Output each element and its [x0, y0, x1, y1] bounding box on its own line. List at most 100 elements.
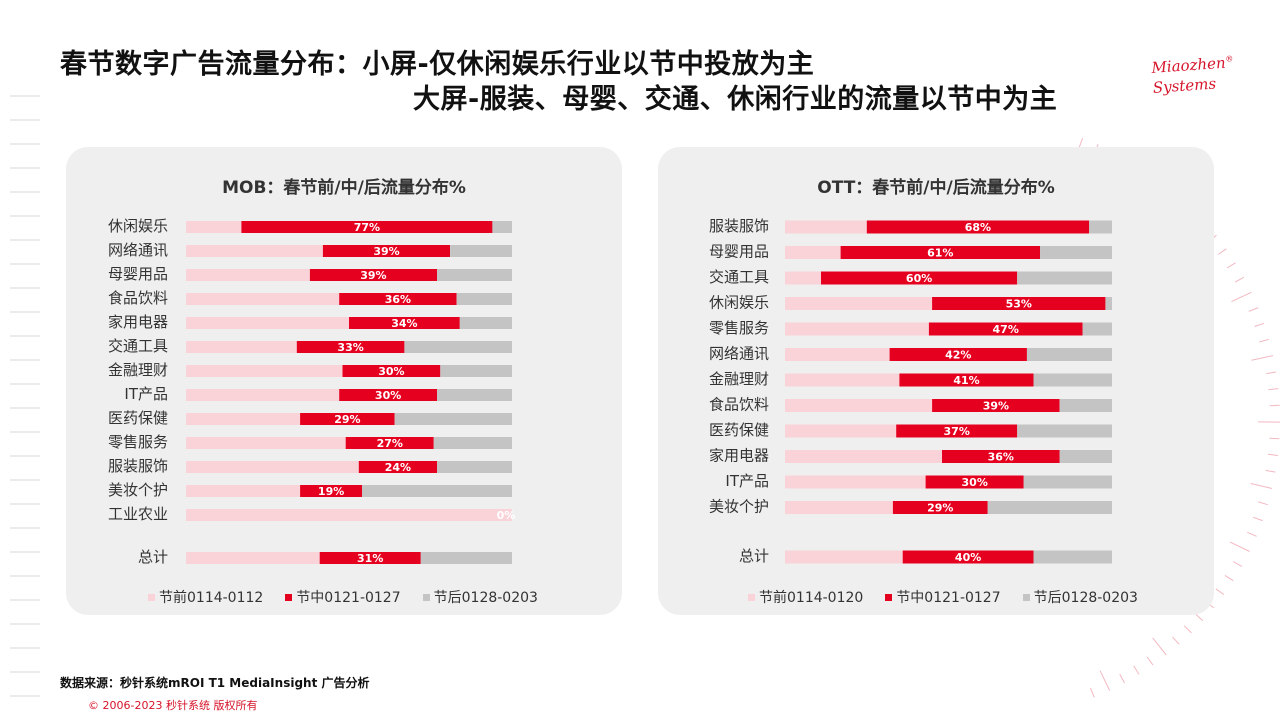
bar-segment-post-cat-7 — [437, 389, 512, 401]
bar-segment-mid-cat-3 — [339, 293, 457, 305]
data-label-mid-cat-8: 37% — [944, 425, 970, 438]
category-label-cat-11: 美妆个护 — [709, 498, 769, 516]
bar-segment-mid-total — [902, 550, 1034, 564]
bar-segment-post-cat-10 — [437, 461, 512, 473]
category-label-cat-9: 家用电器 — [709, 447, 769, 465]
data-label-mid-cat-8: 29% — [334, 413, 360, 426]
bar-segment-mid-total — [319, 552, 421, 564]
bar-segment-post-cat-9 — [1059, 450, 1112, 463]
decor-arc-tick — [1254, 322, 1265, 327]
legend-swatch-mid — [285, 593, 293, 601]
bar-segment-pre-total — [186, 552, 320, 564]
data-label-mid-cat-2: 60% — [906, 272, 932, 285]
decor-arc-tick — [1266, 371, 1277, 375]
legend-item-mid: 节中0121-0127 — [885, 587, 1001, 607]
data-label-mid-cat-4: 47% — [993, 323, 1019, 336]
decor-arc-tick — [1253, 516, 1263, 522]
bar-segment-pre-cat-1 — [785, 246, 841, 259]
bar-segment-pre-cat-6 — [785, 373, 900, 387]
data-label-mid-cat-9: 27% — [377, 437, 403, 450]
bar-segment-post-cat-11 — [362, 485, 512, 497]
category-label-cat-7: 食品饮料 — [709, 396, 769, 414]
bar-segment-mid-cat-9 — [345, 437, 434, 449]
bar-segment-post-cat-0 — [1089, 220, 1112, 234]
decor-arc-tick — [1229, 541, 1250, 552]
bar-segment-post-cat-4 — [1082, 322, 1112, 336]
data-label-mid-cat-7: 39% — [983, 400, 1009, 413]
bar-segment-pre-cat-1 — [186, 245, 323, 257]
category-label-cat-10: 服装服饰 — [108, 457, 168, 475]
bar-segment-mid-cat-7 — [932, 399, 1060, 412]
category-label-cat-7: IT产品 — [124, 385, 168, 403]
bar-segment-pre-cat-2 — [785, 271, 821, 285]
data-label-mid-cat-2: 39% — [360, 269, 386, 282]
data-source-note: 数据来源：秒针系统mROI T1 MediaInsight 广告分析 — [60, 676, 370, 690]
data-label-mid-cat-9: 36% — [988, 451, 1014, 464]
legend-swatch-post — [422, 593, 430, 601]
category-label-cat-3: 食品饮料 — [108, 289, 168, 307]
page-title-line-1: 春节数字广告流量分布：小屏-仅休闲娱乐行业以节中投放为主 — [60, 49, 815, 80]
decor-arc-tick — [1259, 338, 1270, 343]
bar-segment-pre-cat-10 — [785, 475, 926, 489]
legend-swatch-pre — [748, 593, 755, 601]
decor-arc-tick — [1250, 483, 1273, 489]
bar-segment-mid-cat-11 — [300, 485, 362, 497]
category-label-cat-9: 零售服务 — [108, 433, 168, 451]
bar-segment-pre-cat-3 — [186, 293, 340, 305]
bar-segment-pre-cat-5 — [186, 341, 297, 353]
bar-segment-pre-cat-0 — [785, 220, 867, 234]
mob-chart-panel: MOB：春节前/中/后流量分布% 休闲娱乐 77% 网络通讯 39% 母婴用品 39% 食品… — [66, 147, 622, 615]
legend-label-mid: 节中0121-0127 — [896, 590, 1001, 606]
category-label-cat-8: 医药保健 — [108, 409, 168, 427]
bar-segment-post-total — [1033, 550, 1112, 564]
bar-segment-mid-cat-9 — [942, 450, 1060, 463]
decor-arc-tick — [1090, 687, 1095, 698]
data-label-mid-cat-11: 19% — [318, 485, 344, 498]
category-label-cat-0: 服装服饰 — [709, 217, 769, 235]
legend-item-mid: 节中0121-0127 — [285, 587, 401, 607]
legend-label-pre: 节前0114-0112 — [159, 590, 264, 606]
bar-segment-pre-cat-11 — [186, 485, 301, 497]
bar-segment-post-cat-9 — [433, 437, 512, 449]
bar-segment-post-cat-2 — [1017, 271, 1112, 285]
bar-segment-pre-cat-4 — [186, 317, 349, 329]
category-label-total: 总计 — [138, 548, 168, 566]
category-label-cat-6: 金融理财 — [709, 370, 769, 388]
ott-chart-panel: OTT：春节前/中/后流量分布% 服装服饰 68% 母婴用品 61% 交通工具 60% 休闲… — [658, 147, 1214, 615]
mob-chart-title: MOB：春节前/中/后流量分布% — [222, 178, 466, 198]
bar-segment-mid-cat-0 — [866, 220, 1090, 234]
bar-segment-post-cat-10 — [1023, 475, 1112, 489]
data-label-mid-cat-3: 36% — [385, 293, 411, 306]
bar-segment-post-cat-0 — [492, 221, 512, 233]
decor-arc-tick — [1146, 656, 1154, 666]
bar-segment-post-cat-4 — [459, 317, 512, 329]
category-label-cat-11: 美妆个护 — [108, 481, 168, 499]
decor-arc-tick — [1195, 613, 1204, 622]
category-label-total: 总计 — [739, 547, 769, 565]
bar-segment-mid-cat-6 — [899, 373, 1034, 387]
category-label-cat-3: 休闲娱乐 — [709, 294, 769, 312]
bar-segment-mid-cat-4 — [928, 322, 1083, 336]
decor-arc-tick — [1217, 248, 1227, 255]
data-label-mid-cat-6: 30% — [378, 365, 404, 378]
ott-chart-title: OTT：春节前/中/后流量分布% — [817, 178, 1055, 198]
miaozhen-logo: Miaozhen® Systems — [1150, 53, 1234, 97]
bar-segment-pre-cat-11 — [785, 501, 893, 514]
bar-segment-mid-cat-7 — [339, 389, 437, 401]
decor-arc-tick — [1268, 388, 1279, 391]
bar-segment-mid-cat-8 — [300, 413, 395, 425]
bar-segment-pre-cat-9 — [785, 450, 942, 463]
legend-swatch-pre — [148, 593, 155, 601]
bar-segment-mid-cat-10 — [925, 475, 1024, 489]
bar-segment-pre-cat-6 — [186, 365, 343, 377]
decor-arc-tick — [1078, 137, 1084, 148]
legend-item-post: 节后0128-0203 — [1022, 587, 1138, 607]
bar-segment-pre-cat-2 — [186, 269, 310, 281]
mob-legend: 节前0114-0112 节中0121-0127 节后0128-0203 — [148, 587, 538, 607]
bar-segment-pre-cat-4 — [785, 322, 929, 336]
bar-segment-pre-cat-12 — [186, 509, 512, 521]
data-label-mid-cat-10: 24% — [385, 461, 411, 474]
bar-segment-mid-cat-2 — [309, 269, 437, 281]
bar-segment-mid-cat-1 — [840, 246, 1041, 259]
